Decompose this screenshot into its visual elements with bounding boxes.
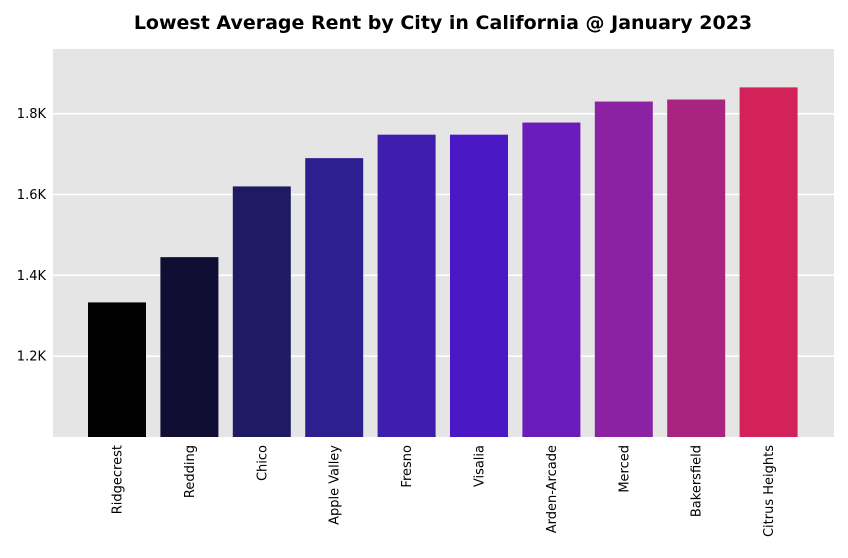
bar-merced <box>594 101 653 438</box>
bar-bakersfield <box>667 99 726 437</box>
x-axis: Ridgecrest Redding Chico Apple Valley Fresno… <box>111 445 778 537</box>
x-tick-label: Chico <box>255 445 270 481</box>
x-tick-label: Visalia <box>473 445 488 487</box>
x-tick-label: Redding <box>183 445 198 498</box>
bar-fresno <box>377 134 436 437</box>
bar-ridgecrest <box>88 302 146 437</box>
x-tick-label: Citrus Heights <box>762 445 777 537</box>
y-tick-label: 1.2K <box>17 350 47 365</box>
x-tick-label: Apple Valley <box>328 445 343 525</box>
bars-group <box>88 87 798 438</box>
x-tick-label: Merced <box>617 445 632 493</box>
bar-visalia <box>450 134 508 437</box>
chart-title: Lowest Average Rent by City in Californi… <box>134 12 752 34</box>
x-tick-label: Bakersfield <box>690 445 705 517</box>
x-tick-label: Fresno <box>400 445 415 488</box>
x-tick-label: Arden-Arcade <box>545 445 560 533</box>
x-tick-label: Ridgecrest <box>111 445 126 514</box>
bar-arden-arcade <box>522 122 581 437</box>
y-axis: 1.2K 1.4K 1.6K 1.8K <box>17 107 47 365</box>
y-tick-label: 1.6K <box>17 188 47 203</box>
y-tick-label: 1.8K <box>17 107 47 122</box>
bar-citrus-heights <box>739 87 798 437</box>
bar-apple-valley <box>305 158 364 437</box>
y-tick-label: 1.4K <box>17 269 47 284</box>
bar-redding <box>160 257 219 437</box>
bar-chico <box>232 186 291 437</box>
